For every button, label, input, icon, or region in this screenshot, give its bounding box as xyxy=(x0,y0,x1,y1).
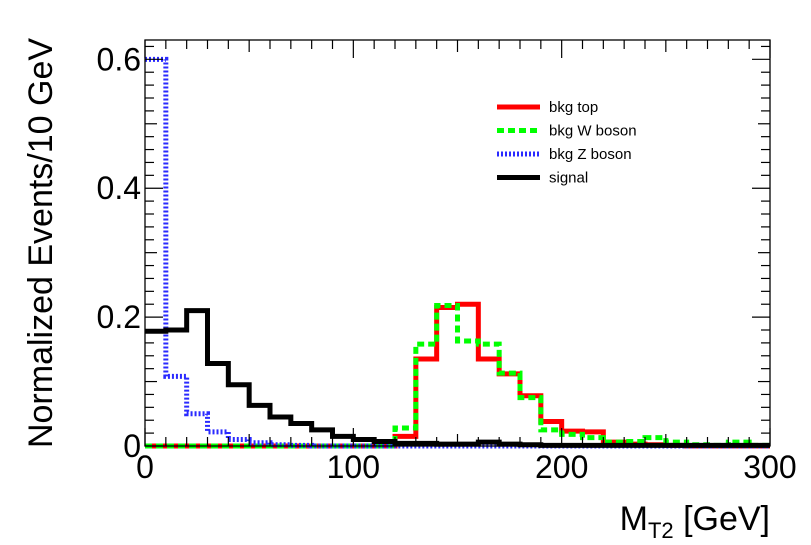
x-axis-title: MT2 [GeV] xyxy=(620,500,770,543)
legend-label: bkg W boson xyxy=(549,123,637,140)
y-tick-label: 0.6 xyxy=(97,41,141,77)
y-axis-title: Normalized Events/10 GeV xyxy=(22,38,60,448)
legend-label: signal xyxy=(549,170,588,187)
ticks-layer xyxy=(144,40,771,447)
legend: bkg top bkg W boson bkg Z boson signal xyxy=(497,99,637,187)
labels-layer: 0 100 200 300 0 0.2 0.4 0.6 xyxy=(97,41,797,485)
x-axis-title-unit: [GeV] xyxy=(674,500,770,538)
y-tick-label: 0 xyxy=(123,428,141,464)
series-layer xyxy=(145,56,770,449)
series-bkg-top xyxy=(145,301,770,449)
y-tick-label: 0.2 xyxy=(97,299,141,335)
x-tick-label: 0 xyxy=(136,449,154,485)
x-axis-title-subscript: T2 xyxy=(648,518,674,543)
x-axis-title-main: M xyxy=(620,500,648,538)
x-tick-label: 300 xyxy=(743,449,796,485)
x-tick-label: 100 xyxy=(327,449,380,485)
legend-label: bkg top xyxy=(549,99,598,116)
legend-label: bkg Z boson xyxy=(549,146,632,163)
series-bkg-z-boson xyxy=(145,56,770,449)
y-tick-label: 0.4 xyxy=(97,170,141,206)
x-tick-label: 200 xyxy=(535,449,588,485)
series-bkg-w-boson xyxy=(145,303,770,449)
